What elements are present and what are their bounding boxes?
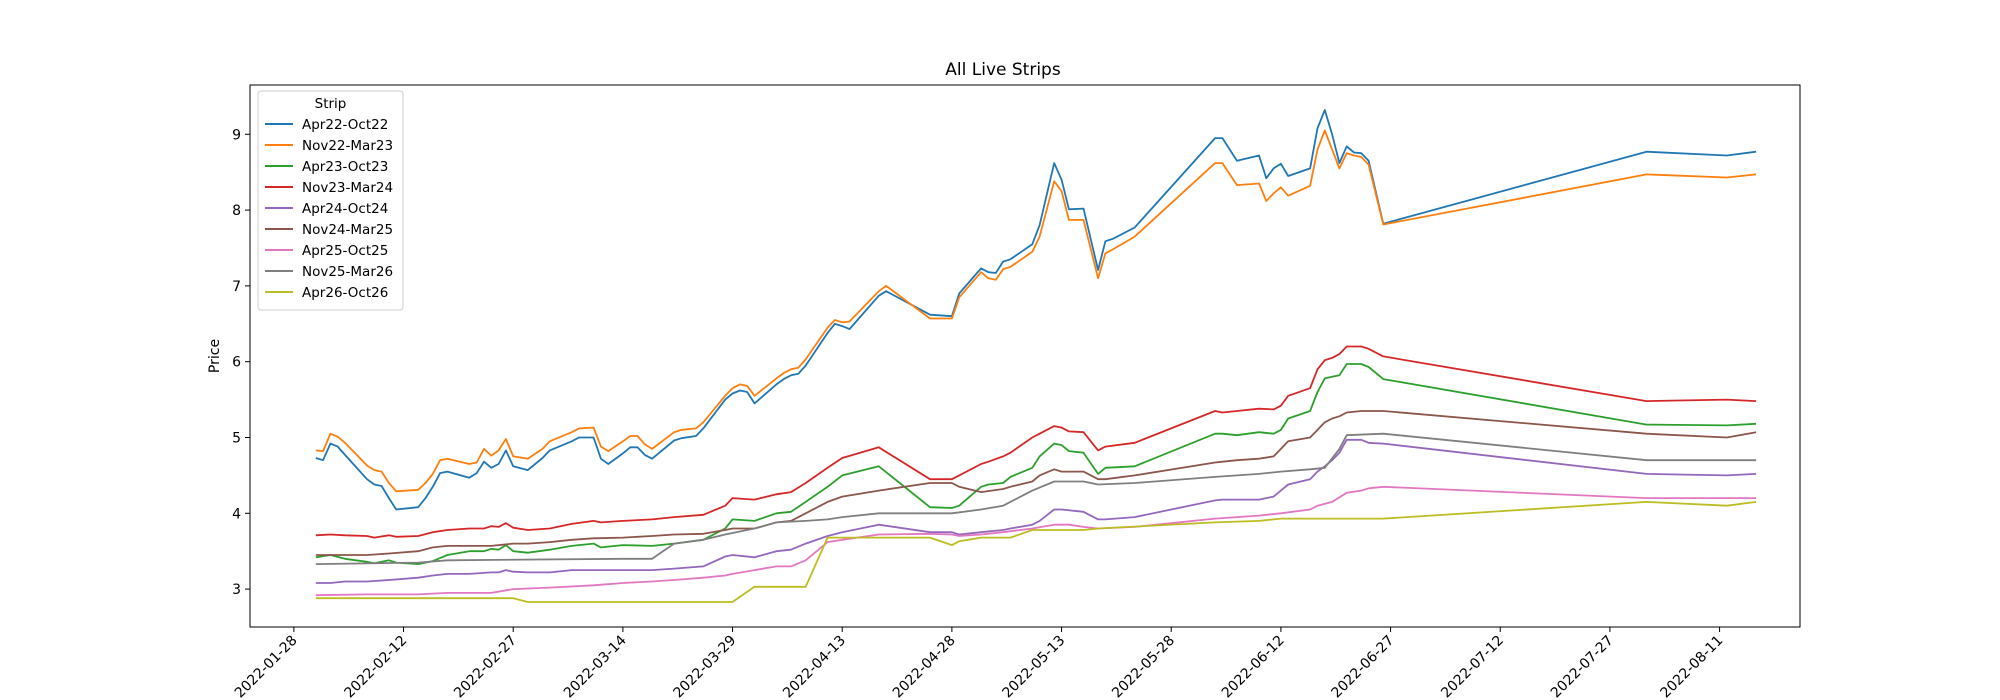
y-tick-label: 6 [232, 355, 241, 371]
legend-item-label: Apr22-Oct22 [302, 117, 388, 133]
legend-item-label: Apr24-Oct24 [302, 201, 388, 217]
y-tick-label: 9 [232, 127, 241, 143]
chart-title: All Live Strips [945, 60, 1061, 80]
y-axis: 3 4 5 6 7 8 9 [232, 127, 250, 598]
y-tick-label: 7 [232, 279, 241, 295]
series-line-3 [315, 363, 1757, 565]
series-line-1 [315, 109, 1757, 511]
series-line-2 [315, 129, 1757, 493]
series-line-9 [315, 501, 1757, 603]
y-tick-label: 8 [232, 203, 241, 219]
series-line-7 [315, 485, 1757, 597]
legend-item-label: Nov22-Mar23 [302, 138, 393, 154]
legend-item-label: Apr26-Oct26 [302, 285, 388, 301]
legend-title: Strip [315, 96, 347, 112]
y-tick-label: 3 [232, 582, 241, 598]
legend: Strip Apr22-Oct22 Nov22-Mar23 Apr23-Oct23 N… [257, 90, 404, 311]
series-line-5 [315, 438, 1757, 584]
plot-lines [315, 109, 1757, 603]
series-line-8 [315, 432, 1757, 565]
y-tick-label: 5 [232, 430, 241, 446]
legend-box [257, 90, 404, 311]
plot-frame [249, 84, 1801, 628]
legend-item-label: Apr25-Oct25 [302, 243, 388, 259]
legend-items: Apr22-Oct22 Nov22-Mar23 Apr23-Oct23 Nov23-M… [265, 117, 393, 301]
legend-item-label: Nov23-Mar24 [302, 180, 393, 196]
y-tick-label: 4 [232, 506, 241, 522]
series-line-6 [315, 410, 1757, 556]
legend-item-label: Apr23-Oct23 [302, 159, 388, 175]
series-line-4 [315, 345, 1757, 539]
legend-item-label: Nov24-Mar25 [302, 222, 393, 238]
legend-item-label: Nov25-Mar26 [302, 264, 393, 280]
y-axis-label: Price [207, 339, 223, 373]
